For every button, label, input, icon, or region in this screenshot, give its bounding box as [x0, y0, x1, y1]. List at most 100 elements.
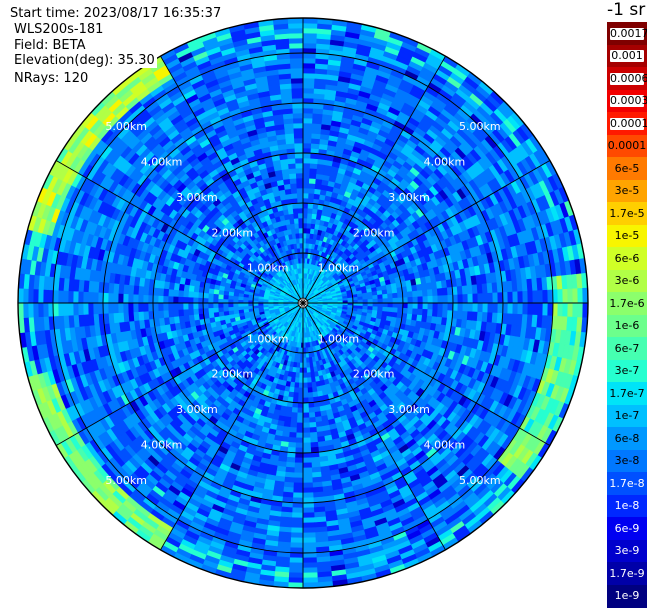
heatmap-cell	[289, 432, 296, 438]
heatmap-cell	[393, 303, 398, 308]
heatmap-cell	[148, 295, 153, 303]
heatmap-cell	[293, 208, 298, 213]
heatmap-cell	[398, 303, 403, 308]
heatmap-cell	[383, 299, 388, 303]
heatmap-cell	[188, 291, 193, 297]
heatmap-cell	[293, 493, 303, 498]
heatmap-cell	[418, 297, 423, 303]
heatmap-cell	[307, 373, 311, 378]
heatmap-cell	[303, 193, 309, 198]
heatmap-cell	[303, 493, 313, 498]
heatmap-cell	[383, 294, 388, 299]
heatmap-cell	[303, 228, 307, 233]
heatmap-cell	[183, 309, 188, 316]
heatmap-cell	[383, 303, 388, 307]
heatmap-cell	[303, 183, 309, 188]
heatmap-cell	[303, 93, 314, 98]
heatmap-cell	[292, 508, 303, 513]
heatmap-cell	[432, 289, 438, 296]
heatmap-cell	[288, 163, 296, 169]
heatmap-cell	[303, 403, 308, 408]
heatmap-cell	[208, 308, 213, 313]
heatmap-cell	[293, 488, 303, 493]
heatmap-cell	[309, 188, 315, 193]
heatmap-cell	[218, 307, 223, 312]
heatmap-cell	[290, 183, 297, 188]
heatmap-cell	[294, 133, 303, 138]
heatmap-cell	[306, 368, 310, 373]
heatmap-cell	[303, 178, 310, 183]
heatmap-cell	[183, 290, 188, 297]
heatmap-cell	[303, 408, 309, 413]
heatmap-cell	[293, 203, 298, 208]
heatmap-cell	[299, 378, 303, 383]
heatmap-cell	[378, 295, 383, 299]
heatmap-cell	[303, 108, 313, 113]
heatmap-cell	[178, 303, 183, 310]
heatmap-cell	[453, 303, 458, 311]
heatmap-cell	[173, 289, 179, 296]
heatmap-cell	[290, 422, 297, 427]
heatmap-cell	[463, 294, 468, 303]
heatmap-cell	[113, 293, 118, 303]
heatmap-cell	[193, 303, 198, 309]
heatmap-cell	[228, 307, 233, 311]
heatmap-cell	[443, 295, 448, 303]
heatmap-cell	[128, 303, 133, 312]
heatmap-cell	[303, 458, 311, 463]
heatmap-cell	[198, 303, 203, 308]
heatmap-cell	[423, 296, 428, 303]
heatmap-cell	[158, 288, 164, 296]
heatmap-cell	[289, 168, 296, 174]
heatmap-cell	[303, 218, 307, 223]
heatmap-cell	[297, 188, 303, 193]
heatmap-cell	[393, 298, 398, 303]
heatmap-cell	[478, 294, 483, 303]
heatmap-cell	[128, 294, 133, 303]
heatmap-cell	[292, 193, 298, 198]
heatmap-cell	[508, 292, 513, 303]
heatmap-cell	[437, 288, 443, 296]
heatmap-cell	[208, 303, 213, 308]
heatmap-cell	[303, 443, 311, 448]
heatmap-cell	[168, 310, 174, 317]
heatmap-cell	[292, 407, 298, 412]
heatmap-cell	[368, 303, 373, 307]
heatmap-cell	[300, 243, 303, 248]
heatmap-cell	[378, 303, 383, 307]
heatmap-cell	[299, 383, 303, 388]
heatmap-cell	[303, 478, 312, 483]
heatmap-cell	[296, 423, 303, 428]
heatmap-cell	[98, 303, 103, 314]
heatmap-cell	[397, 308, 402, 313]
heatmap-cell	[468, 303, 473, 312]
heatmap-cell	[293, 498, 303, 503]
heatmap-cell	[213, 312, 219, 317]
heatmap-cell	[295, 453, 303, 458]
heatmap-cell	[298, 213, 303, 218]
heatmap-cell	[133, 294, 138, 303]
heatmap-cell	[303, 198, 308, 203]
heatmap-cell	[153, 295, 158, 303]
heatmap-cell	[223, 303, 228, 307]
heatmap-cell	[473, 303, 478, 312]
heatmap-cell	[303, 508, 314, 513]
heatmap-cell	[296, 173, 303, 178]
heatmap-cell	[188, 297, 193, 303]
heatmap-cell	[303, 378, 307, 383]
heatmap-cell	[294, 468, 303, 473]
heatmap-cell	[478, 303, 483, 312]
heatmap-cell	[303, 123, 312, 128]
heatmap-cell	[488, 303, 493, 313]
heatmap-cell	[468, 294, 473, 303]
heatmap-cell	[413, 303, 418, 309]
heatmap-cell	[303, 188, 309, 193]
heatmap-cell	[303, 98, 314, 103]
heatmap-cell	[448, 303, 453, 311]
heatmap-cell	[208, 298, 213, 303]
heatmap-cell	[303, 138, 312, 143]
heatmap-cell	[417, 290, 422, 297]
heatmap-cell	[303, 133, 312, 138]
heatmap-cell	[463, 303, 468, 312]
